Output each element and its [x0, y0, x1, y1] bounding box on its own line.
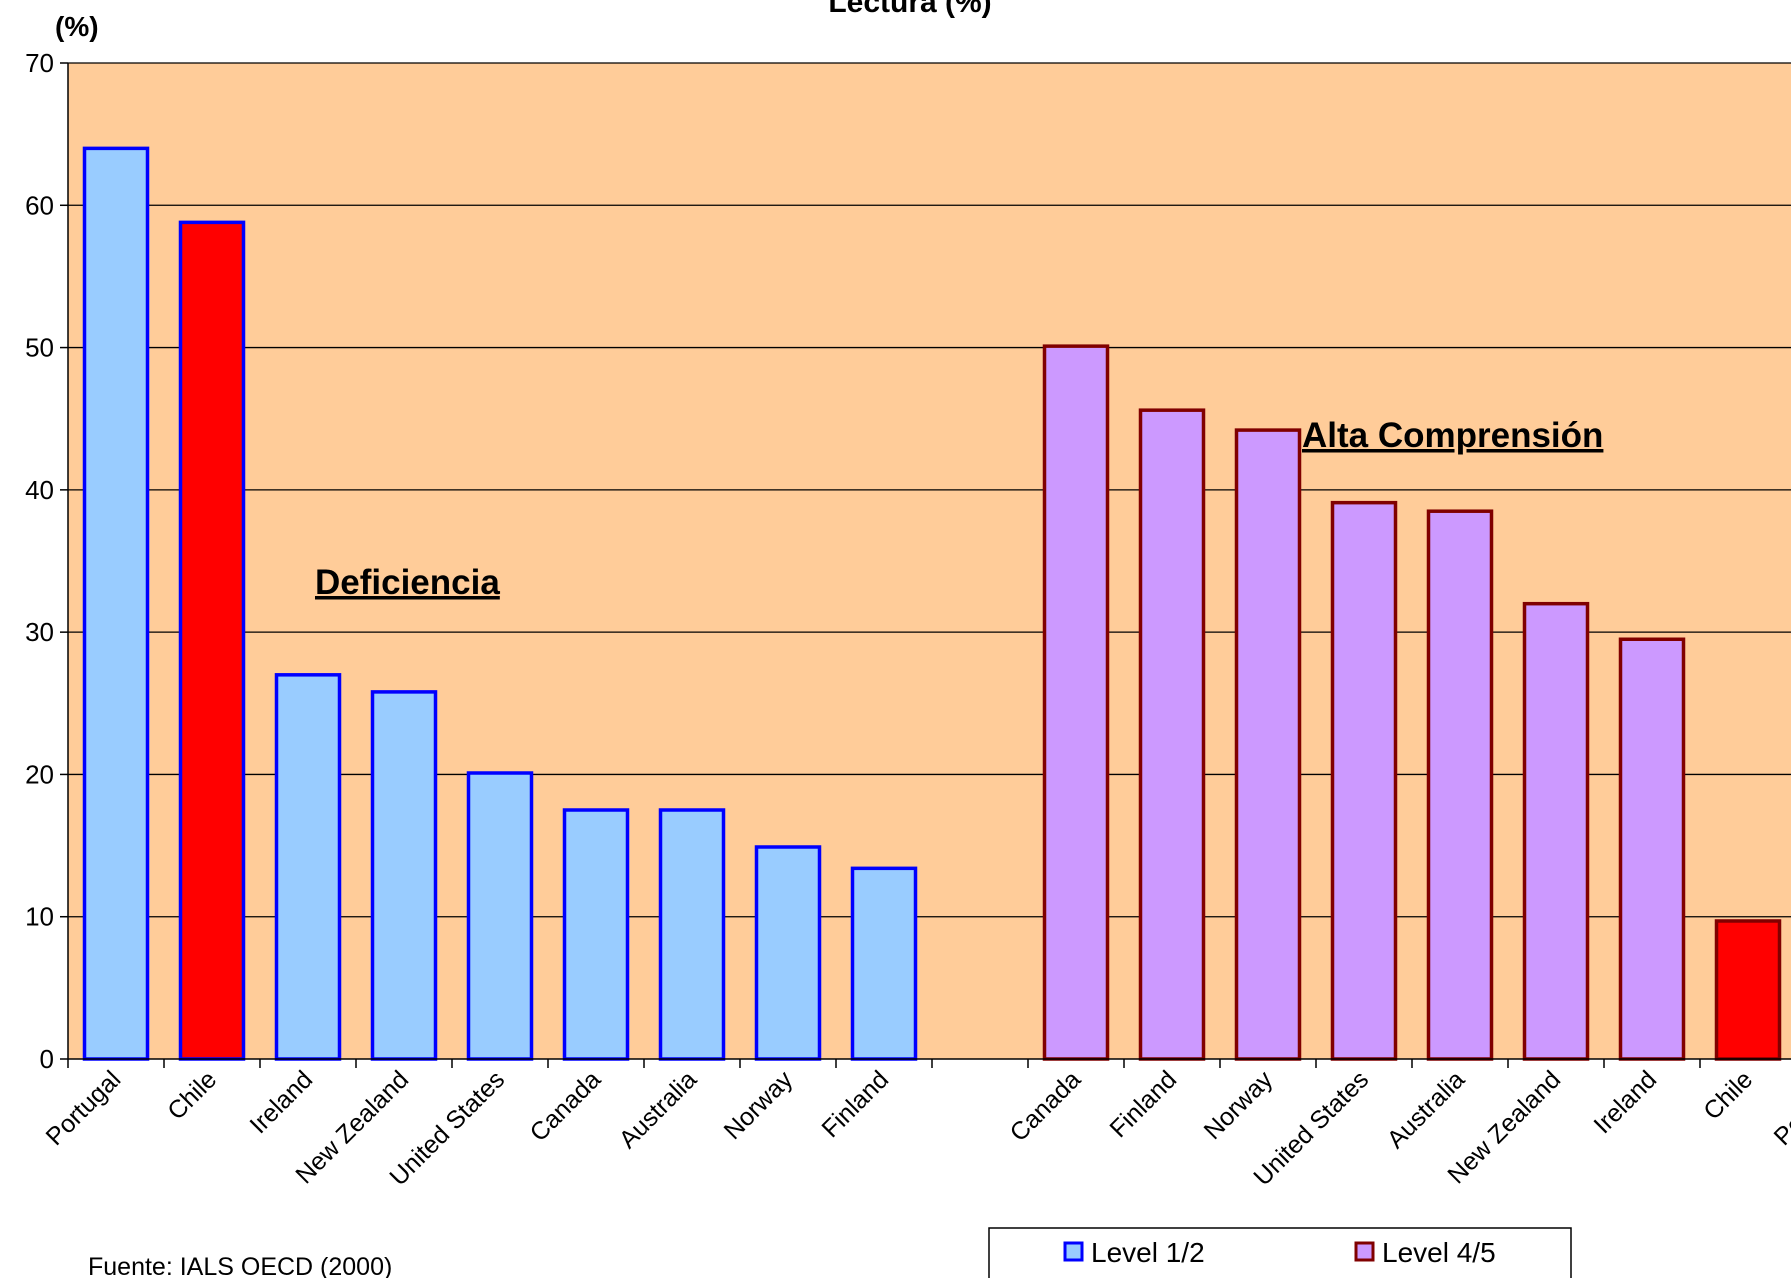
annotation-alta-comprension: Alta Comprensión [1302, 416, 1603, 455]
bar-series-0-7 [754, 845, 822, 1061]
category-label: Australia [614, 1065, 703, 1154]
bar-series-1-1 [1138, 408, 1206, 1061]
axes [60, 62, 1791, 1068]
category-label: Ireland [1588, 1065, 1662, 1139]
source-note: Fuente: IALS OECD (2000) [88, 1253, 392, 1278]
y-tick-label: 10 [25, 902, 54, 932]
bar-series-0-5 [562, 808, 630, 1061]
bar-series-1-5 [1522, 601, 1590, 1061]
category-label: Chile [1698, 1065, 1758, 1125]
legend-label-level-4-5: Level 4/5 [1382, 1237, 1496, 1268]
plot-area [68, 63, 1791, 1059]
category-label: Portugal [1769, 1065, 1791, 1151]
legend: Level 1/2 Level 4/5 [988, 1227, 1572, 1278]
y-tick-labels: 0 10 20 30 40 50 60 70 [25, 48, 54, 1074]
y-tick-label: 0 [40, 1044, 54, 1074]
gridlines [68, 62, 1791, 918]
legend-swatch-level-4-5 [1354, 1241, 1375, 1262]
category-label: Australia [1382, 1065, 1471, 1154]
bar-series-0-4 [466, 771, 534, 1061]
y-tick-label: 60 [25, 190, 54, 220]
bar-series-1-6 [1618, 637, 1686, 1061]
bar-series-1-2 [1234, 428, 1302, 1061]
category-label: Finland [1104, 1065, 1182, 1143]
y-tick-label: 50 [25, 333, 54, 363]
category-label: Chile [162, 1065, 222, 1125]
y-tick-label: 30 [25, 617, 54, 647]
category-label: Portugal [41, 1065, 127, 1151]
bar-series-1-7 [1714, 919, 1782, 1061]
category-label: Finland [816, 1065, 894, 1143]
category-label: Canada [525, 1065, 607, 1147]
chart-title: Lectura (%) [828, 0, 991, 19]
y-axis-unit: (%) [55, 11, 99, 42]
bar-series-0-3 [370, 690, 438, 1061]
bar-series-1-4 [1426, 509, 1494, 1061]
bar-series-0-2 [274, 673, 342, 1061]
category-label: Ireland [244, 1065, 318, 1139]
bar-series-0-8 [850, 866, 918, 1061]
bar-series-1-3 [1330, 500, 1398, 1061]
y-tick-label: 20 [25, 759, 54, 789]
category-label: Canada [1005, 1065, 1087, 1147]
bar-series-0-0 [82, 146, 150, 1061]
legend-swatch-level-1-2 [1063, 1241, 1084, 1262]
bar-series-1-0 [1042, 344, 1110, 1061]
y-tick-label: 70 [25, 48, 54, 78]
legend-box [988, 1227, 1572, 1278]
category-label: Norway [719, 1065, 799, 1145]
y-tick-label: 40 [25, 475, 54, 505]
bar-series-0-6 [658, 808, 726, 1061]
legend-label-level-1-2: Level 1/2 [1091, 1237, 1205, 1268]
bar-series-0-1 [178, 220, 246, 1061]
annotation-deficiencia: Deficiencia [315, 563, 500, 602]
category-label: Norway [1199, 1065, 1279, 1145]
